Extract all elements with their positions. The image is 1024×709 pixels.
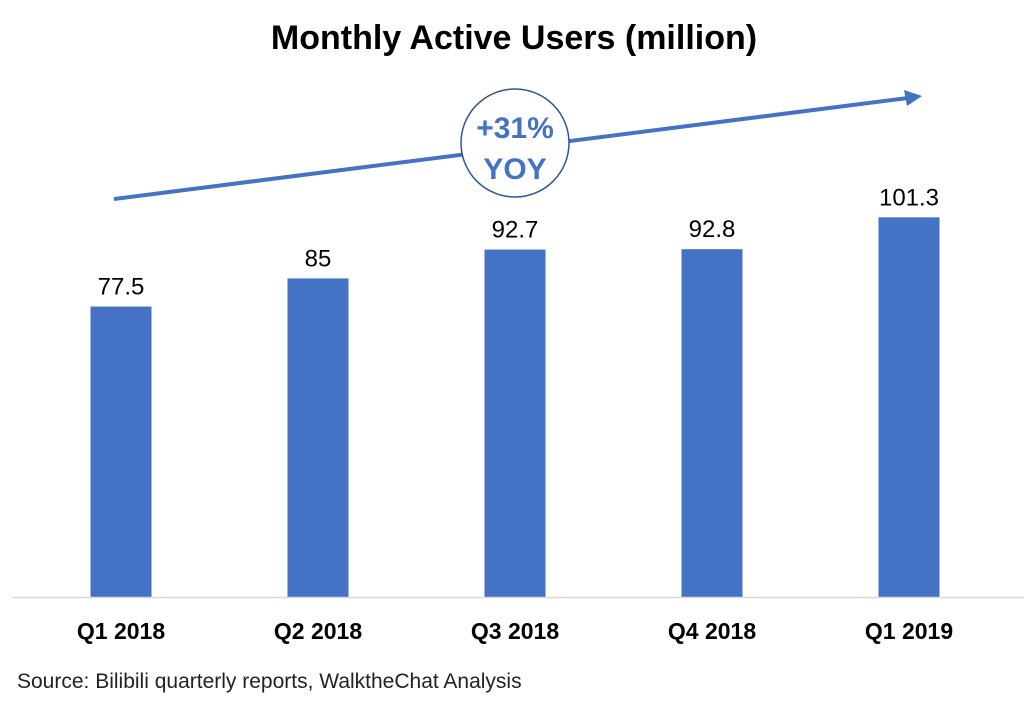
x-tick-label: Q1 2018 — [77, 618, 165, 644]
x-tick-label: Q1 2019 — [865, 618, 953, 644]
yoy-badge-percent: +31% — [476, 112, 554, 145]
data-label: 92.7 — [492, 217, 539, 244]
x-tick-labels-group: Q1 2018 Q2 2018 Q3 2018 Q4 2018 Q1 2019 — [77, 618, 953, 644]
data-label: 77.5 — [98, 274, 145, 301]
bar-q1-2019 — [878, 217, 940, 597]
yoy-badge-label: YOY — [483, 153, 546, 186]
yoy-badge: +31% YOY — [460, 88, 570, 198]
bar-q1-2018 — [90, 306, 152, 597]
source-note: Source: Bilibili quarterly reports, Walk… — [17, 670, 522, 693]
data-label: 85 — [305, 245, 332, 272]
arrowhead-icon — [904, 90, 922, 106]
bar-q3-2018 — [484, 249, 546, 597]
x-tick-label: Q4 2018 — [668, 618, 756, 644]
data-labels-group: 77.5 85 92.7 92.8 101.3 — [98, 184, 939, 300]
x-tick-label: Q3 2018 — [471, 618, 559, 644]
chart-title: Monthly Active Users (million) — [271, 19, 757, 57]
bar-q2-2018 — [287, 278, 349, 597]
x-tick-label: Q2 2018 — [274, 618, 362, 644]
data-label: 92.8 — [689, 216, 736, 243]
bars-group — [90, 217, 940, 597]
bar-q4-2018 — [681, 249, 743, 597]
data-label: 101.3 — [879, 184, 939, 211]
